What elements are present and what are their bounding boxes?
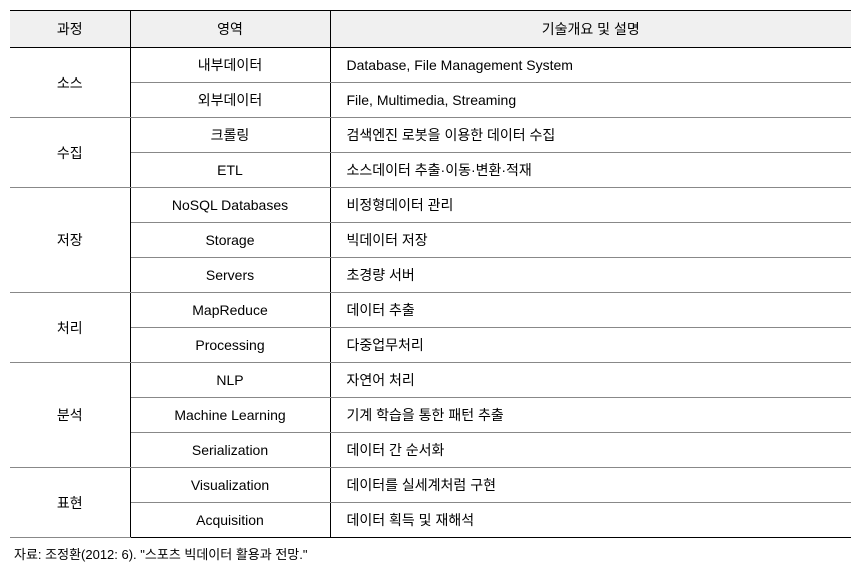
desc-cell: 초경량 서버 [330,258,851,293]
header-description: 기술개요 및 설명 [330,11,851,48]
area-cell: Acquisition [130,503,330,538]
header-process: 과정 [10,11,130,48]
table-row: 수집 크롤링 검색엔진 로봇을 이용한 데이터 수집 [10,118,851,153]
area-cell: Storage [130,223,330,258]
table-row: Storage 빅데이터 저장 [10,223,851,258]
table-row: ETL 소스데이터 추출·이동·변환·적재 [10,153,851,188]
category-cell: 저장 [10,188,130,293]
area-cell: MapReduce [130,293,330,328]
desc-cell: 데이터 간 순서화 [330,433,851,468]
area-cell: 크롤링 [130,118,330,153]
desc-cell: 빅데이터 저장 [330,223,851,258]
table-row: Acquisition 데이터 획득 및 재해석 [10,503,851,538]
desc-cell: 자연어 처리 [330,363,851,398]
area-cell: Visualization [130,468,330,503]
area-cell: NLP [130,363,330,398]
category-cell: 수집 [10,118,130,188]
table-body: 소스 내부데이터 Database, File Management Syste… [10,48,851,538]
table-row: Processing 다중업무처리 [10,328,851,363]
desc-cell: 검색엔진 로봇을 이용한 데이터 수집 [330,118,851,153]
table-row: 저장 NoSQL Databases 비정형데이터 관리 [10,188,851,223]
category-cell: 소스 [10,48,130,118]
desc-cell: 다중업무처리 [330,328,851,363]
category-cell: 처리 [10,293,130,363]
area-cell: NoSQL Databases [130,188,330,223]
category-cell: 분석 [10,363,130,468]
area-cell: Processing [130,328,330,363]
table-row: Machine Learning 기계 학습을 통한 패턴 추출 [10,398,851,433]
table-header-row: 과정 영역 기술개요 및 설명 [10,11,851,48]
desc-cell: 기계 학습을 통한 패턴 추출 [330,398,851,433]
table-row: Serialization 데이터 간 순서화 [10,433,851,468]
data-table: 과정 영역 기술개요 및 설명 소스 내부데이터 Database, File … [10,10,851,538]
desc-cell: File, Multimedia, Streaming [330,83,851,118]
desc-cell: 데이터 추출 [330,293,851,328]
desc-cell: 데이터 획득 및 재해석 [330,503,851,538]
desc-cell: 소스데이터 추출·이동·변환·적재 [330,153,851,188]
desc-cell: 비정형데이터 관리 [330,188,851,223]
category-cell: 표현 [10,468,130,538]
area-cell: 내부데이터 [130,48,330,83]
citation-text: 자료: 조정환(2012: 6). "스포츠 빅데이터 활용과 전망." [10,538,851,563]
header-area: 영역 [130,11,330,48]
area-cell: ETL [130,153,330,188]
area-cell: Machine Learning [130,398,330,433]
table-row: 분석 NLP 자연어 처리 [10,363,851,398]
area-cell: Serialization [130,433,330,468]
table-row: 소스 내부데이터 Database, File Management Syste… [10,48,851,83]
table-row: Servers 초경량 서버 [10,258,851,293]
table-row: 외부데이터 File, Multimedia, Streaming [10,83,851,118]
desc-cell: Database, File Management System [330,48,851,83]
table-row: 표현 Visualization 데이터를 실세계처럼 구현 [10,468,851,503]
desc-cell: 데이터를 실세계처럼 구현 [330,468,851,503]
area-cell: 외부데이터 [130,83,330,118]
area-cell: Servers [130,258,330,293]
table-row: 처리 MapReduce 데이터 추출 [10,293,851,328]
